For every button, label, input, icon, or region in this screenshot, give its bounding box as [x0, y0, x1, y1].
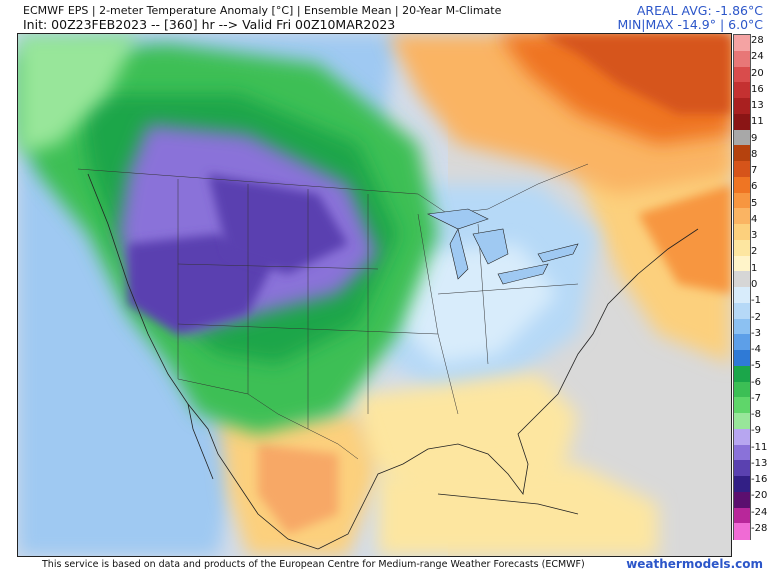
color-scale-label: 1: [751, 262, 758, 274]
areal-average: AREAL AVG: -1.86°C: [636, 3, 763, 18]
color-scale-swatch: [734, 444, 750, 461]
color-scale-swatch: [734, 113, 750, 131]
color-scale-label: -3: [751, 327, 761, 339]
color-scale-swatch: [734, 476, 750, 493]
color-scale-swatch: [734, 192, 750, 209]
color-scale-label: -28: [751, 522, 768, 534]
color-scale-swatch: [734, 208, 750, 225]
color-scale-label: -13: [751, 457, 768, 469]
caribbean-warm-area: [378, 464, 658, 556]
color-scale-label: -5: [751, 360, 761, 372]
anomaly-map: [17, 33, 732, 557]
color-scale-swatch: [734, 35, 750, 52]
color-scale-label: 0: [751, 279, 758, 290]
color-scale-label: -8: [751, 409, 761, 421]
product-title: ECMWF EPS | 2-meter Temperature Anomaly …: [23, 4, 502, 17]
color-scale-label: 3: [751, 230, 758, 242]
color-scale-swatch: [734, 460, 750, 477]
color-scale-swatch: [734, 98, 750, 115]
color-scale-label: 6: [751, 181, 758, 193]
color-scale-label: 4: [751, 213, 758, 225]
color-scale-label: -4: [751, 344, 761, 356]
init-valid-line: Init: 00Z23FEB2023 -- [360] hr --> Valid…: [23, 17, 396, 32]
color-scale-swatch: [734, 176, 750, 194]
color-scale-label: -1: [751, 295, 761, 307]
color-scale-label: -20: [751, 490, 768, 502]
color-scale-swatch: [734, 302, 750, 320]
color-scale-label: 7: [751, 165, 758, 177]
pacific-nw-area: [18, 34, 138, 154]
color-scale-swatch: [734, 523, 750, 540]
color-scale-swatch: [734, 507, 750, 524]
coastlines: [87, 173, 699, 550]
mexico-warmer-area: [258, 444, 338, 534]
color-scale-label: 2: [751, 246, 758, 258]
color-scale-label: 20: [751, 67, 764, 79]
data-credit: This service is based on data and produc…: [42, 559, 585, 570]
color-scale-label: 24: [751, 51, 764, 63]
color-scale-swatch: [734, 397, 750, 414]
color-scale-swatch: [734, 129, 750, 146]
color-scale-swatch: [734, 365, 750, 383]
color-scale-swatch: [734, 82, 750, 99]
color-scale-swatch: [734, 334, 750, 351]
color-scale-label: 13: [751, 100, 764, 112]
color-scale-swatch: [734, 428, 750, 446]
min-max: MIN|MAX -14.9° | 6.0°C: [617, 17, 763, 32]
labrador-hot-area: [538, 34, 731, 114]
color-scale-label: 9: [751, 132, 758, 144]
color-scale-label: 28: [751, 35, 764, 47]
color-scale-swatch: [734, 239, 750, 257]
color-scale-label: 5: [751, 197, 758, 209]
color-scale-label: 16: [751, 83, 764, 95]
color-scale-swatch: [734, 287, 750, 304]
color-scale-label: -2: [751, 311, 761, 323]
color-scale-label: -7: [751, 392, 761, 404]
color-scale-swatch: [734, 145, 750, 162]
color-scale-label: 11: [751, 116, 764, 128]
header: ECMWF EPS | 2-meter Temperature Anomaly …: [0, 0, 771, 34]
color-scale-label: -16: [751, 474, 768, 486]
color-scale-label: -9: [751, 425, 761, 437]
great-lakes: [426, 208, 579, 285]
color-scale-swatch: [734, 413, 750, 430]
color-scale-swatch: [734, 491, 750, 509]
color-scale-swatch: [734, 318, 750, 335]
color-scale: [733, 34, 751, 540]
color-scale-label: -24: [751, 506, 768, 518]
color-scale-swatch: [734, 66, 750, 83]
color-scale-label: -11: [751, 441, 768, 453]
site-brand[interactable]: weathermodels.com: [626, 557, 763, 571]
map-svg: [18, 34, 731, 556]
color-scale-swatch: [734, 381, 750, 398]
color-scale-swatch: [734, 50, 750, 68]
color-scale-swatch: [734, 224, 750, 241]
color-scale-label: 8: [751, 148, 758, 160]
great-basin-coldest: [128, 234, 278, 334]
color-scale-swatch: [734, 161, 750, 178]
atlantic-warmer-area: [638, 184, 731, 294]
color-scale-swatch: [734, 350, 750, 367]
color-scale-swatch: [734, 255, 750, 272]
color-scale-swatch: [734, 271, 750, 288]
wyoming-coldest: [208, 174, 348, 274]
color-scale-label: -6: [751, 376, 761, 388]
